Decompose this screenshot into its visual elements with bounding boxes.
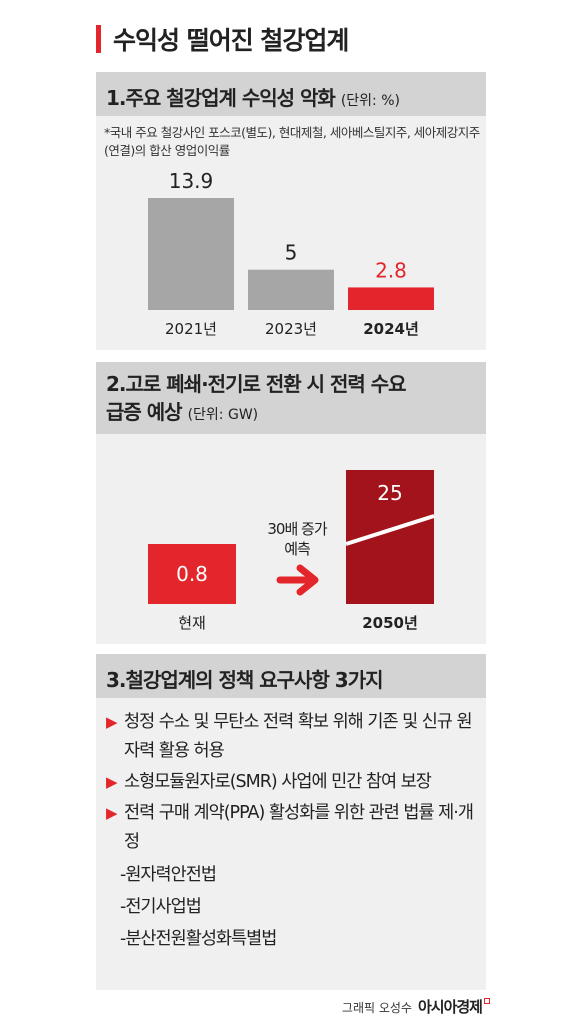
page-title: 수익성 떨어진 철강업계 <box>113 26 349 55</box>
section3-heading: 3.철강업계의 정책 요구사항 3가지 <box>106 668 384 692</box>
arrow-right-icon <box>276 564 319 596</box>
section1-note: *국내 주요 철강사인 포스코(별도), 현대제철, 세아베스틸지주, 세아제강… <box>104 125 480 158</box>
section1-unit: (단위: %) <box>340 93 400 109</box>
power-demand-chart: 30배 증가 예측 0.8 현재 25 2050년 <box>148 470 435 632</box>
bar-0 <box>148 198 234 310</box>
bar-value-label-1: 25 <box>377 481 402 505</box>
triangle-bullet-icon: ▶ <box>106 773 118 791</box>
law-item: -원자력안전법 <box>120 865 217 885</box>
category-label-2: 2024년 <box>363 320 419 338</box>
profitability-chart: 13.9 2021년 5 2023년 2.8 2024년 <box>148 172 434 338</box>
credit-author: 그래픽 오성수 <box>341 1001 412 1015</box>
category-label-1: 2023년 <box>265 320 317 338</box>
panel-profitability: 1.주요 철강업계 수익성 악화 (단위: %) *국내 주요 철강사인 포스코(… <box>96 72 486 350</box>
category-label-0: 2021년 <box>165 320 217 338</box>
section3-header: 3.철강업계의 정책 요구사항 3가지 <box>96 654 486 698</box>
credit-line: 그래픽 오성수 아시아경제 <box>342 996 490 1017</box>
title-accent-bar <box>96 25 101 53</box>
bar-value-label-1: 5 <box>285 241 298 265</box>
bar-value-label-0: 0.8 <box>176 562 208 586</box>
growth-annotation-line2: 예측 <box>284 540 310 558</box>
bar-2 <box>348 287 434 310</box>
logo-mark-icon <box>484 998 490 1004</box>
title-block: 수익성 떨어진 철강업계 <box>96 22 349 56</box>
section2-heading-line2: 급증 예상 <box>106 400 183 424</box>
publisher-logo: 아시아경제 <box>417 998 483 1016</box>
section1-heading: 1.주요 철강업계 수익성 악화 <box>106 86 336 110</box>
bar-value-label-2: 2.8 <box>375 258 407 282</box>
category-label-0: 현재 <box>178 614 206 632</box>
bar-1 <box>248 269 334 310</box>
law-item: -분산전원활성화특별법 <box>120 929 277 949</box>
requirement-item: ▶ 전력 구매 계약(PPA) 활성화를 위한 관련 법률 제·개정 <box>106 799 482 857</box>
growth-annotation-line1: 30배 증가 <box>267 520 327 538</box>
requirements-list: ▶ 청정 수소 및 무탄소 전력 확보 위해 기존 및 신규 원자력 활용 허용 … <box>106 708 482 955</box>
triangle-bullet-icon: ▶ <box>106 713 118 731</box>
requirement-item: ▶ 청정 수소 및 무탄소 전력 확보 위해 기존 및 신규 원자력 활용 허용 <box>106 708 482 766</box>
section1-header: 1.주요 철강업계 수익성 악화 (단위: %) <box>96 72 486 116</box>
section2-header: 2.고로 폐쇄·전기로 전환 시 전력 수요 급증 예상 (단위: GW) <box>96 362 486 434</box>
panel-policy-requests: 3.철강업계의 정책 요구사항 3가지 ▶ 청정 수소 및 무탄소 전력 확보 위… <box>96 654 486 990</box>
law-item: -전기사업법 <box>120 897 202 917</box>
bar-0 <box>148 544 236 604</box>
section2-heading-line1: 2.고로 폐쇄·전기로 전환 시 전력 수요 <box>106 372 407 396</box>
bar-1 <box>346 470 434 604</box>
axis-break-line <box>345 514 435 546</box>
section2-unit: (단위: GW) <box>187 407 259 423</box>
requirement-item: ▶ 소형모듈원자로(SMR) 사업에 민간 참여 보장 <box>106 768 482 797</box>
triangle-bullet-icon: ▶ <box>106 804 118 822</box>
category-label-1: 2050년 <box>362 614 418 632</box>
bar-value-label-0: 13.9 <box>169 172 214 193</box>
panel-power-demand: 2.고로 폐쇄·전기로 전환 시 전력 수요 급증 예상 (단위: GW) 30배… <box>96 362 486 644</box>
